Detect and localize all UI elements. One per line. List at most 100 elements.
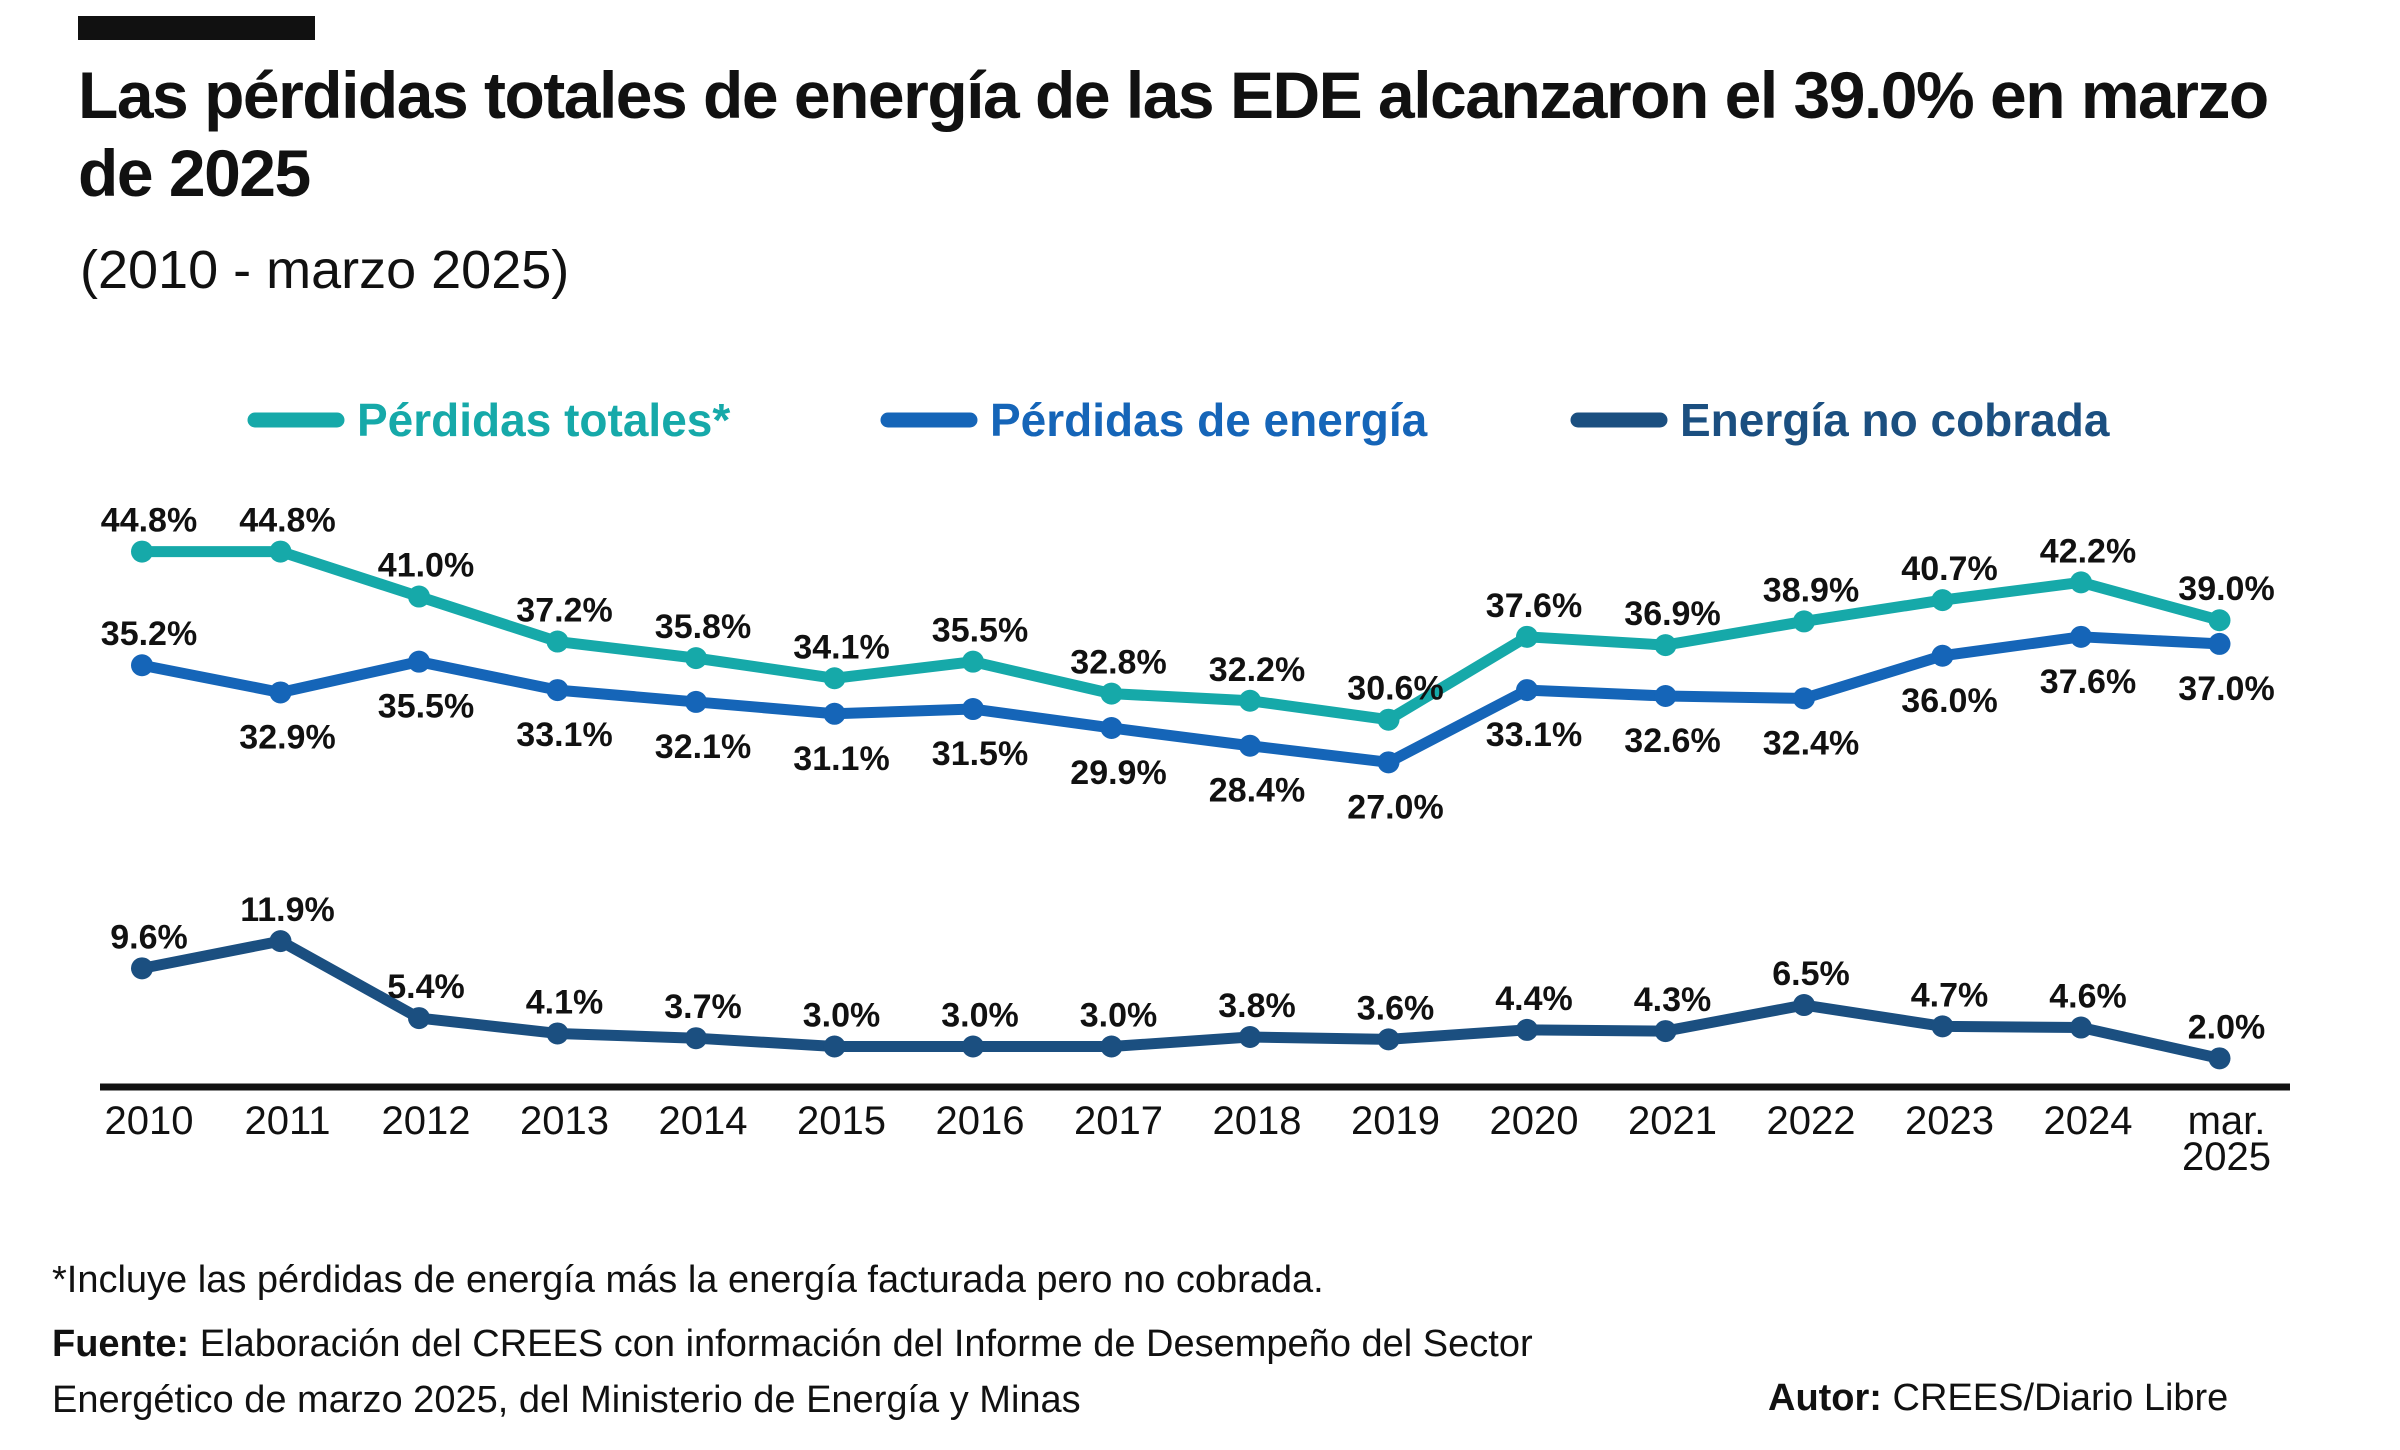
data-point — [685, 1027, 707, 1050]
data-label: 33.1% — [1486, 716, 1582, 754]
data-point — [2070, 625, 2092, 648]
source-text: Elaboración del CREES con información de… — [52, 1323, 1533, 1421]
data-label: 40.7% — [1901, 550, 1997, 588]
data-label: 41.0% — [378, 547, 474, 585]
data-point — [2070, 571, 2092, 594]
series-line — [136, 631, 2225, 768]
data-point — [131, 654, 153, 677]
data-label: 37.2% — [516, 592, 612, 630]
data-label: 3.0% — [941, 996, 1019, 1034]
author-note: Autor: CREES/Diario Libre — [1768, 1370, 2228, 1426]
data-point — [962, 1035, 984, 1058]
data-label: 3.0% — [1080, 996, 1158, 1034]
data-label: 33.1% — [516, 716, 612, 754]
data-label: 27.0% — [1347, 788, 1443, 826]
data-point — [1516, 625, 1538, 648]
data-point — [1100, 682, 1123, 705]
data-label: 37.6% — [2040, 663, 2136, 701]
x-tick-label: 2023 — [1905, 1099, 1994, 1143]
data-point — [2070, 1016, 2092, 1039]
data-label: 5.4% — [387, 968, 465, 1006]
data-label: 3.6% — [1357, 989, 1435, 1027]
data-label: 31.1% — [793, 740, 889, 778]
data-point — [1654, 685, 1677, 708]
legend-label: Pérdidas totales* — [357, 394, 730, 446]
source-label: Fuente: — [52, 1323, 190, 1365]
x-tick-label: 2014 — [659, 1099, 748, 1143]
data-point — [1516, 679, 1538, 702]
chart-subtitle: (2010 - marzo 2025) — [80, 240, 570, 300]
data-label: 9.6% — [110, 918, 188, 956]
legend-label: Pérdidas de energía — [990, 394, 1428, 446]
data-label: 4.3% — [1634, 981, 1712, 1019]
data-label: 30.6% — [1347, 670, 1443, 708]
data-label: 35.5% — [932, 612, 1028, 650]
data-label: 38.9% — [1763, 571, 1859, 609]
data-label: 31.5% — [932, 735, 1028, 773]
data-label: 36.9% — [1624, 595, 1720, 633]
data-point — [131, 540, 153, 563]
data-label: 42.2% — [2040, 532, 2136, 570]
data-point — [546, 679, 569, 702]
data-label: 6.5% — [1772, 955, 1850, 993]
data-label: 44.8% — [101, 502, 197, 540]
data-label: 32.8% — [1070, 644, 1166, 682]
data-label: 32.6% — [1624, 722, 1720, 760]
series-0: 44.8% 44.8% 41.0% 37.2% 35.8% 34.1% 35.5% 32.8%… — [101, 502, 2275, 731]
data-label: 4.6% — [2049, 978, 2127, 1016]
data-point — [269, 540, 292, 563]
data-point — [685, 647, 707, 670]
x-tick-label: 2013 — [520, 1099, 609, 1143]
data-point — [546, 630, 569, 653]
x-tick-label: 2020 — [1490, 1099, 1579, 1143]
data-point — [823, 1035, 846, 1058]
x-tick-label: mar. — [2188, 1099, 2266, 1143]
x-tick-label: 2011 — [244, 1099, 330, 1143]
data-label: 4.4% — [1495, 980, 1573, 1018]
legend-label: Energía no cobrada — [1680, 394, 2110, 446]
data-point — [1793, 687, 1815, 710]
data-point — [1377, 708, 1400, 731]
data-label: 37.6% — [1486, 587, 1582, 625]
data-point — [408, 650, 430, 673]
legend-item: Energía no cobrada — [1570, 394, 2110, 446]
data-point — [131, 957, 153, 980]
x-tick-label: 2025 — [2182, 1135, 2271, 1179]
x-tick-label: 2021 — [1628, 1099, 1717, 1143]
data-point — [408, 585, 430, 608]
data-label: 32.4% — [1763, 724, 1859, 762]
series-line — [136, 546, 2225, 726]
author-text: CREES/Diario Libre — [1892, 1377, 2229, 1419]
data-label: 36.0% — [1901, 682, 1997, 720]
data-point — [1654, 634, 1677, 657]
data-label: 39.0% — [2178, 570, 2274, 608]
data-label: 3.8% — [1218, 987, 1296, 1025]
data-point — [823, 667, 846, 690]
legend-item: Pérdidas totales* — [247, 394, 730, 446]
data-point — [823, 702, 846, 725]
x-tick-label: 2010 — [105, 1099, 194, 1143]
data-label: 32.1% — [655, 728, 751, 766]
series-1: 35.2% 32.9% 35.5% 33.1% 32.1% 31.1% 31.5% 29.9%… — [101, 615, 2275, 826]
data-point — [1239, 734, 1261, 757]
data-point — [2208, 1047, 2231, 1070]
data-point — [1793, 610, 1815, 633]
data-point — [546, 1022, 569, 1045]
data-point — [269, 930, 292, 953]
data-point — [962, 650, 984, 673]
data-point — [962, 698, 984, 721]
source-note: Fuente: Elaboración del CREES con inform… — [52, 1316, 1612, 1428]
x-tick-label: 2012 — [382, 1099, 471, 1143]
data-point — [1377, 751, 1400, 774]
data-label: 32.2% — [1209, 651, 1305, 689]
series-2: 9.6% 11.9% 5.4% 4.1% 3.7% 3.0% 3.0% 3.0% 3.8% 3.6… — [110, 891, 2266, 1070]
data-label: 2.0% — [2188, 1008, 2266, 1046]
legend-item: Pérdidas de energía — [880, 394, 1428, 446]
data-label: 4.7% — [1911, 976, 1989, 1014]
x-tick-label: 2016 — [936, 1099, 1025, 1143]
data-label: 28.4% — [1209, 772, 1305, 810]
data-label: 11.9% — [240, 891, 335, 929]
data-point — [1239, 689, 1261, 712]
data-point — [269, 681, 292, 704]
x-tick-label: 2015 — [797, 1099, 886, 1143]
